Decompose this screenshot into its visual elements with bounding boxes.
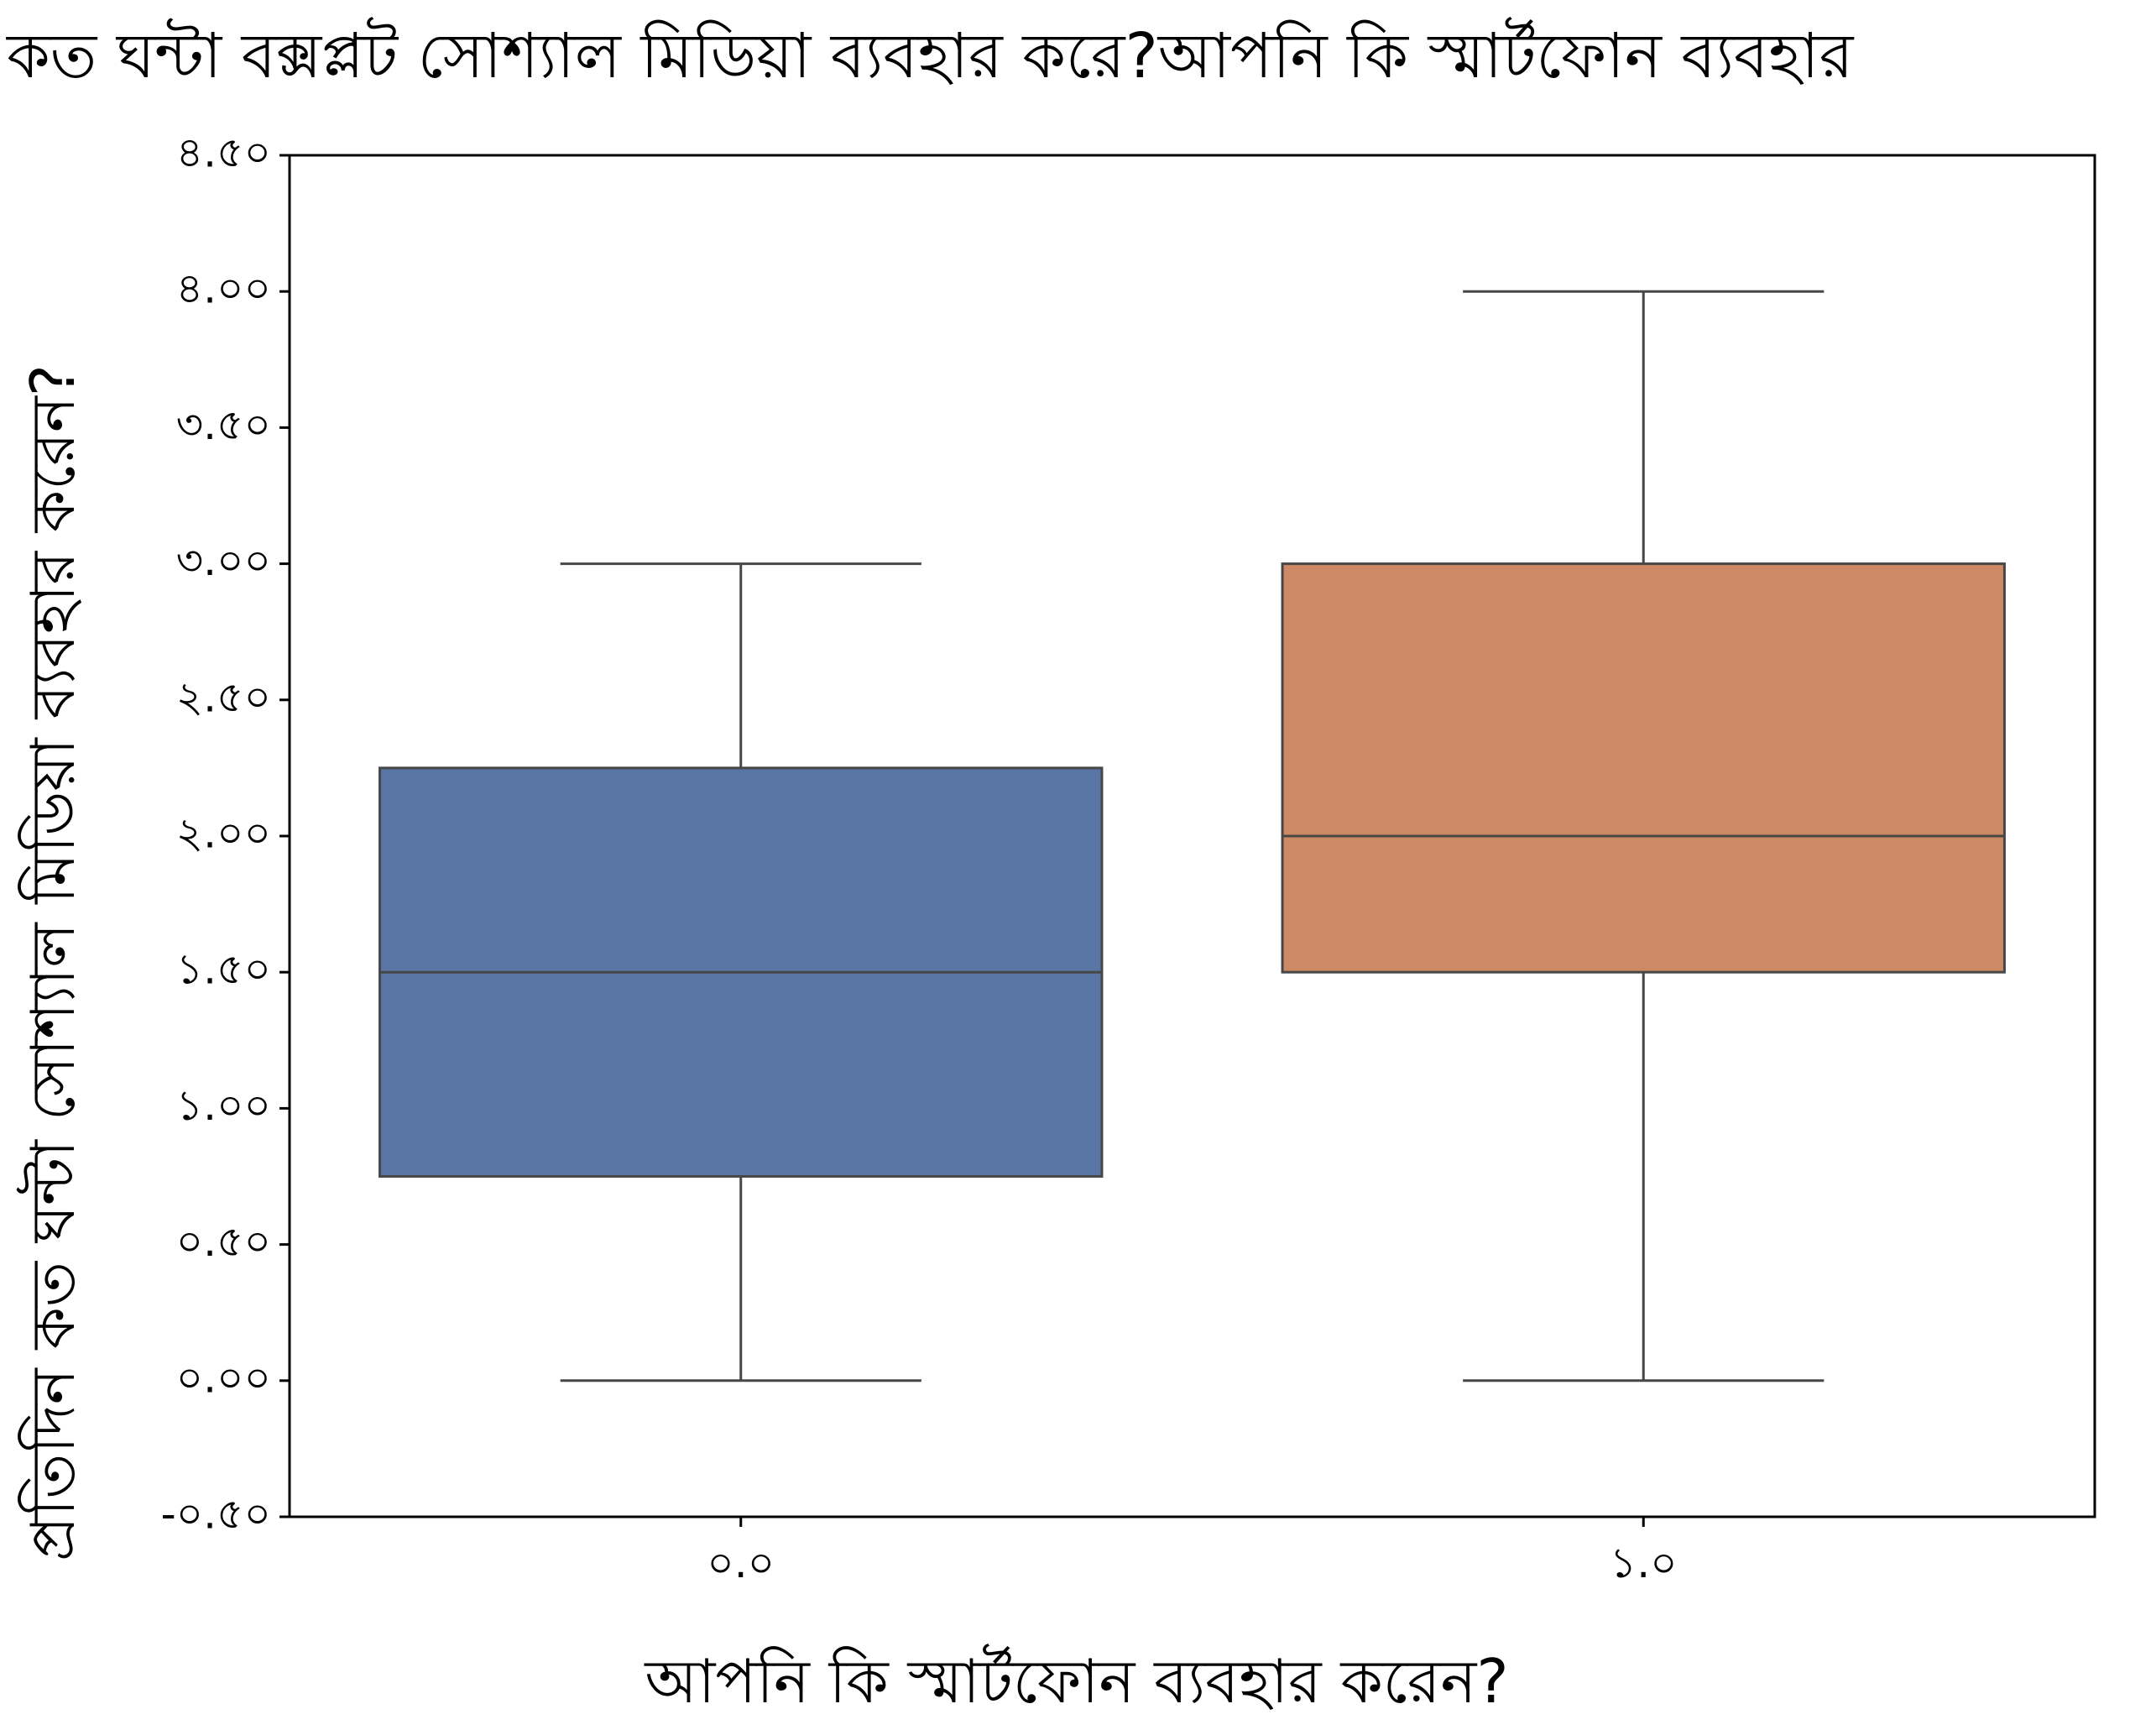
y-tick-label: ৪.০০ [176,264,271,313]
y-axis: -০.৫০ ০.০০ ০.৫০ ১.০০ ১.৫০ ২.০০ ২.৫০ ৩.০০ ৩.৫০ ৪.০… [161,128,290,1539]
y-tick-label: ১.৫০ [176,945,271,994]
x-axis: ০.০ ১.০ [707,1517,1678,1587]
chart-title: কত ঘন্টা বক্সপ্লট সোশ্যাল মিডিয়া ব্যবহা… [6,17,1855,92]
x-tick-label: ১.০ [1610,1539,1678,1587]
y-axis-label: প্রতিদিন কত ঘন্টা সোশ্যাল মিডিয়া ব্যবহা… [16,364,88,1561]
box-iqr [1281,562,2006,974]
x-tick-label: ০.০ [707,1539,775,1587]
y-tick-label: ২.০০ [176,809,271,858]
boxes-group [378,290,2006,1382]
plot-frame [288,154,2096,1518]
y-tick-label: ১.০০ [176,1081,271,1130]
y-tick-label: ০.৫০ [176,1217,271,1266]
y-tick-label: -০.৫০ [161,1490,271,1539]
y-tick-label: ৩.০০ [176,536,271,585]
y-tick-label: ২.৫০ [176,672,271,721]
box-1 [1281,290,2006,1382]
box-0 [378,562,1104,1382]
y-tick-label: ৪.৫০ [176,128,271,177]
y-tick-label: ০.০০ [176,1353,271,1402]
y-tick-label: ৩.৫০ [176,400,271,449]
x-axis-label: আপনি কি স্মার্টফোন ব্যবহার করেন? [644,1644,1508,1717]
